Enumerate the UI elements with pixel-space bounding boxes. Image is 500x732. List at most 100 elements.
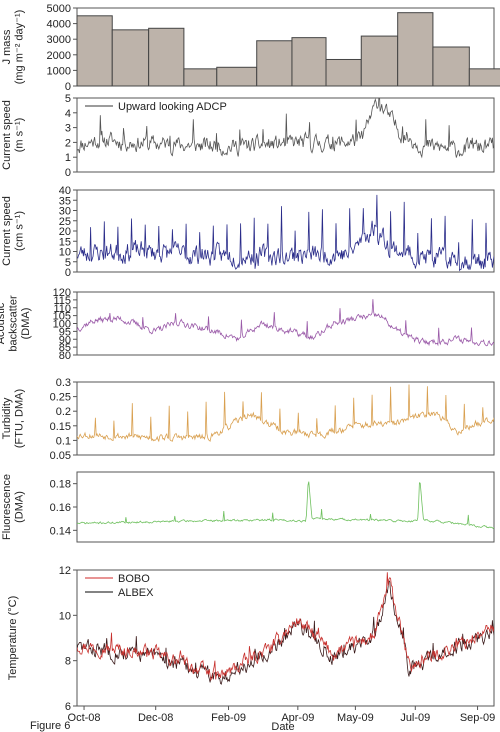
y-tick-label: 0.2 xyxy=(56,406,71,418)
panel-fluorescence: 0.14 0.16 0.18 Fluorescence(DMA) xyxy=(1,471,495,543)
legend-label: Upward looking ADCP xyxy=(118,101,227,113)
series-line-turbidity xyxy=(77,384,494,443)
legend-label: BOBO xyxy=(118,573,150,585)
y-axis-label-line: Fluorescence xyxy=(1,474,13,540)
x-tick-label: May-09 xyxy=(337,712,374,724)
bar-1 xyxy=(111,29,150,87)
y-tick-label: 0 xyxy=(65,81,71,93)
y-tick-label: 6 xyxy=(65,701,71,713)
y-axis-label-line: (mg m⁻² day⁻¹) xyxy=(14,10,26,85)
plot-frame xyxy=(76,471,495,543)
y-axis-label-line: backscatter xyxy=(8,295,20,352)
y-axis-label-line: (FTU, DMA) xyxy=(14,389,26,448)
y-tick-label: 2 xyxy=(65,137,71,149)
y-tick-label: 110 xyxy=(53,303,71,315)
y-tick-label: 4 xyxy=(65,108,71,120)
y-tick-label: 2000 xyxy=(47,50,71,62)
plot-frame xyxy=(76,569,495,707)
x-tick-label: Feb-09 xyxy=(211,712,246,724)
y-axis-label-line: (DMA) xyxy=(14,491,26,523)
y-axis-label-line: Current speed xyxy=(1,196,13,266)
y-axis-label-line: Acoustic xyxy=(0,302,7,344)
y-tick-label: 25 xyxy=(59,216,71,228)
y-tick-label: 30 xyxy=(59,206,71,218)
x-tick-label: Oct-08 xyxy=(68,712,101,724)
y-axis-label-line: (m s⁻¹) xyxy=(14,118,26,153)
y-tick-label: 1000 xyxy=(47,65,71,77)
plot-frame xyxy=(76,381,495,456)
y-axis-label-line: Turbidity xyxy=(1,397,13,439)
y-tick-label: 0.05 xyxy=(50,450,71,462)
y-axis-label-line: Current speed xyxy=(1,100,13,170)
bar-10 xyxy=(432,46,470,87)
x-tick-label: Apr-09 xyxy=(281,712,314,724)
y-tick-label: 0.3 xyxy=(56,377,71,389)
y-tick-label: 8 xyxy=(65,656,71,668)
bar-7 xyxy=(325,58,362,87)
series-line-upward-looking-adcp xyxy=(77,98,494,159)
y-tick-label: 12 xyxy=(59,565,71,577)
y-tick-label: 10 xyxy=(59,247,71,259)
y-tick-label: 0.18 xyxy=(50,479,71,491)
y-tick-label: 80 xyxy=(59,350,71,362)
y-tick-label: 0 xyxy=(65,167,71,179)
bar-0 xyxy=(76,15,113,87)
y-tick-label: 0.14 xyxy=(50,525,71,537)
y-axis-label-line: J mass xyxy=(1,29,13,64)
y-tick-label: 105 xyxy=(53,311,71,323)
x-tick-label: Sep-09 xyxy=(460,712,495,724)
x-tick-label: Dec-08 xyxy=(138,712,173,724)
bar-6 xyxy=(291,37,327,87)
y-axis-label: Turbidity(FTU, DMA) xyxy=(1,389,26,448)
figure-label: Figure 6 xyxy=(30,720,70,732)
y-axis-label-line: (DMA) xyxy=(20,308,32,340)
y-axis-label: Temperature (°C) xyxy=(7,596,19,680)
y-tick-label: 100 xyxy=(53,319,71,331)
y-tick-label: 0.25 xyxy=(50,392,71,404)
y-axis-label: Current speed(m s⁻¹) xyxy=(1,100,26,170)
bar-3 xyxy=(183,68,218,87)
y-axis-label: J mass(mg m⁻² day⁻¹) xyxy=(1,10,26,85)
legend-label: ALBEX xyxy=(118,587,154,599)
y-axis-label: Current speed(cm s⁻¹) xyxy=(1,196,26,266)
y-tick-label: 95 xyxy=(59,326,71,338)
y-tick-label: 20 xyxy=(59,226,71,238)
y-tick-label: 4000 xyxy=(47,19,71,31)
y-tick-label: 0.15 xyxy=(50,421,71,433)
plot-frame xyxy=(76,97,495,173)
bar-5 xyxy=(256,40,293,87)
y-tick-label: 0.1 xyxy=(56,435,71,447)
y-tick-label: 5 xyxy=(65,93,71,105)
bar-11 xyxy=(468,68,500,87)
y-tick-label: 3000 xyxy=(47,34,71,46)
bar-9 xyxy=(397,12,434,87)
y-axis-label-line: Temperature (°C) xyxy=(7,596,19,680)
y-tick-label: 0 xyxy=(65,267,71,279)
y-tick-label: 90 xyxy=(59,334,71,346)
y-axis-label-line: (cm s⁻¹) xyxy=(14,211,26,251)
bar-8 xyxy=(360,35,399,87)
series-line-backscatter xyxy=(77,299,494,347)
y-tick-label: 3 xyxy=(65,123,71,135)
y-tick-label: 15 xyxy=(59,236,71,248)
y-axis-label: Acousticbackscatter(DMA) xyxy=(0,295,32,352)
y-axis-label: Fluorescence(DMA) xyxy=(1,474,26,540)
y-tick-label: 35 xyxy=(59,195,71,207)
y-tick-label: 1 xyxy=(65,152,71,164)
x-tick-label: Jul-09 xyxy=(400,712,430,724)
series-line-bobo xyxy=(77,572,494,682)
y-tick-label: 0.16 xyxy=(50,502,71,514)
y-tick-label: 85 xyxy=(59,342,71,354)
y-tick-label: 120 xyxy=(53,287,71,299)
bar-4 xyxy=(216,66,258,87)
panel-turbidity: 0.05 0.1 0.15 0.2 0.25 0.3 Turbidity(FTU, DMA) xyxy=(1,377,495,462)
y-tick-label: 115 xyxy=(53,295,71,307)
panel-jmass: 0 1000 2000 3000 4000 5000 J mass(mg m⁻² day⁻¹… xyxy=(1,3,500,93)
plot-frame xyxy=(76,291,495,356)
series-line-current xyxy=(77,194,494,272)
x-axis-label: Date xyxy=(271,721,294,732)
x-axis: Oct-08 Dec-08 Feb-09 Apr-09 May-09 Jul-09 Sep-… xyxy=(68,706,495,732)
